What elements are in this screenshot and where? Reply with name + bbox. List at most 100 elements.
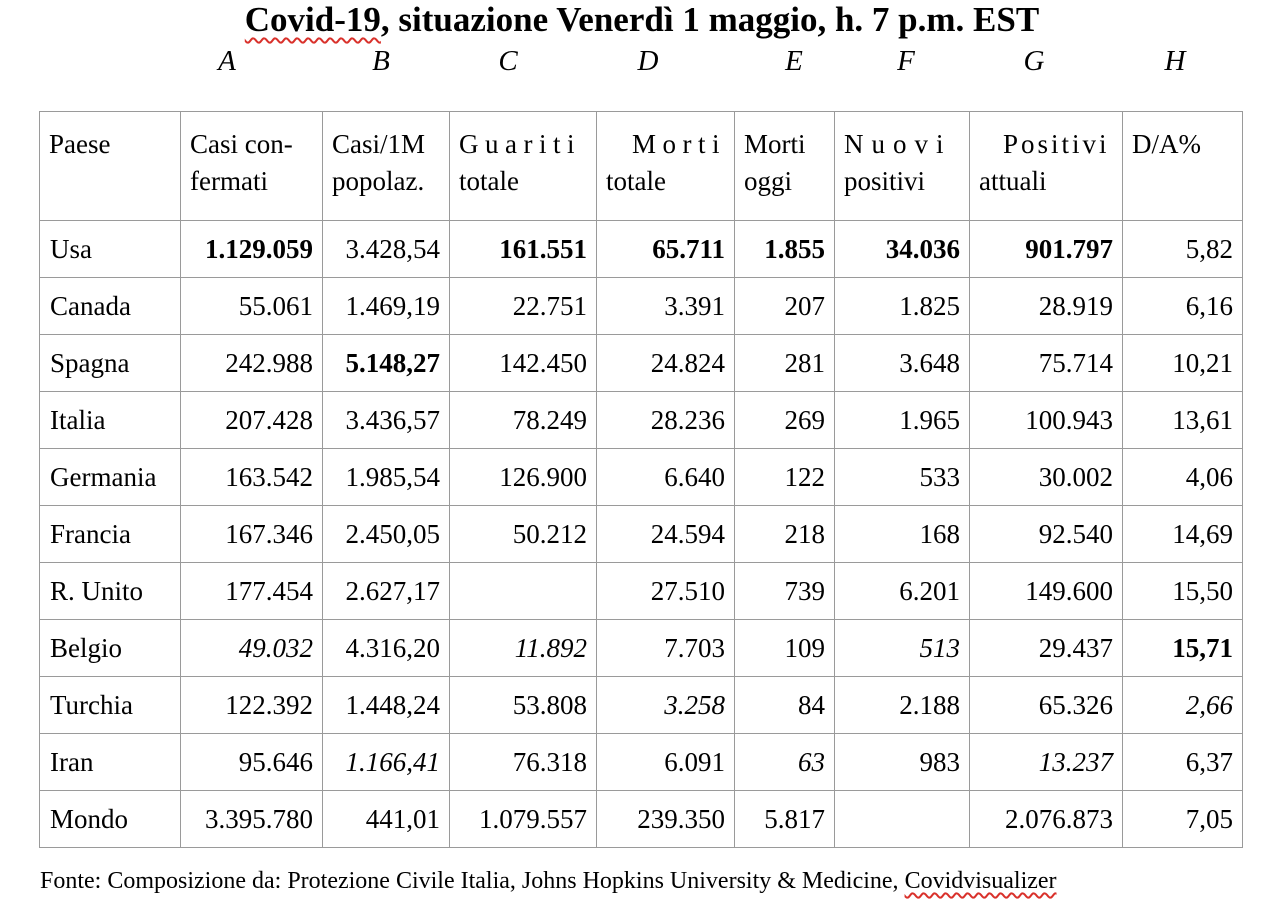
- guariti-cell: 161.551: [449, 220, 597, 278]
- casi1m-cell: 1.166,41: [322, 733, 450, 791]
- header-morti-oggi: Morti oggi: [734, 111, 835, 221]
- morti-oggi-cell: 739: [734, 562, 835, 620]
- morti-oggi-cell: 63: [734, 733, 835, 791]
- casi1m-cell: 2.627,17: [322, 562, 450, 620]
- guariti-cell: [449, 562, 597, 620]
- header-morti-totale: Morti totale: [596, 111, 735, 221]
- da-cell: 4,06: [1122, 448, 1243, 506]
- page-title: Covid-19, situazione Venerdì 1 maggio, h…: [0, 0, 1264, 40]
- column-letter-f: F: [897, 45, 915, 77]
- da-cell: 13,61: [1122, 391, 1243, 449]
- guariti-cell: 142.450: [449, 334, 597, 392]
- guariti-cell: 126.900: [449, 448, 597, 506]
- morti-cell: 7.703: [596, 619, 735, 677]
- nuovi-cell: 2.188: [834, 676, 970, 734]
- da-cell: 15,50: [1122, 562, 1243, 620]
- casi1m-cell: 2.450,05: [322, 505, 450, 563]
- header-text: popolaz.: [332, 166, 425, 196]
- table-row: Spagna 242.988 5.148,27 142.450 24.824 2…: [39, 334, 1243, 392]
- casi1m-cell: 4.316,20: [322, 619, 450, 677]
- column-letter-c: C: [498, 45, 518, 77]
- morti-cell: 24.594: [596, 505, 735, 563]
- guariti-cell: 11.892: [449, 619, 597, 677]
- casi1m-cell: 3.428,54: [322, 220, 450, 278]
- morti-oggi-cell: 281: [734, 334, 835, 392]
- morti-cell: 6.091: [596, 733, 735, 791]
- country-cell: Iran: [39, 733, 181, 791]
- table-row: Canada 55.061 1.469,19 22.751 3.391 207 …: [39, 277, 1243, 335]
- da-cell: 6,16: [1122, 277, 1243, 335]
- morti-oggi-cell: 207: [734, 277, 835, 335]
- morti-oggi-cell: 218: [734, 505, 835, 563]
- nuovi-cell: 1.825: [834, 277, 970, 335]
- table-row: Turchia 122.392 1.448,24 53.808 3.258 84…: [39, 676, 1243, 734]
- country-cell: Germania: [39, 448, 181, 506]
- casi-cell: 177.454: [180, 562, 323, 620]
- nuovi-cell: 3.648: [834, 334, 970, 392]
- title-misspelled-word: Covid-19: [244, 0, 381, 39]
- morti-cell: 28.236: [596, 391, 735, 449]
- column-letter-e: E: [785, 45, 803, 77]
- guariti-cell: 22.751: [449, 277, 597, 335]
- da-cell: 7,05: [1122, 790, 1243, 848]
- header-text: Morti: [744, 129, 806, 159]
- da-cell: 10,21: [1122, 334, 1243, 392]
- nuovi-cell: 513: [834, 619, 970, 677]
- table-row: Francia 167.346 2.450,05 50.212 24.594 2…: [39, 505, 1243, 563]
- positivi-cell: 29.437: [969, 619, 1123, 677]
- source-misspelled-word: Covidvisualizer: [904, 868, 1057, 894]
- header-nuovi-positivi: Nuovi positivi: [834, 111, 970, 221]
- country-cell: Canada: [39, 277, 181, 335]
- nuovi-cell: 168: [834, 505, 970, 563]
- nuovi-cell: 1.965: [834, 391, 970, 449]
- header-text: Nuovi: [844, 129, 952, 159]
- header-text: Guariti: [459, 129, 581, 159]
- casi-cell: 242.988: [180, 334, 323, 392]
- casi1m-cell: 1.469,19: [322, 277, 450, 335]
- casi-cell: 207.428: [180, 391, 323, 449]
- morti-cell: 65.711: [596, 220, 735, 278]
- country-cell: Turchia: [39, 676, 181, 734]
- guariti-cell: 76.318: [449, 733, 597, 791]
- covid-data-table: Paese Casi con-fermati Casi/1M popolaz. G…: [39, 111, 1243, 848]
- morti-oggi-cell: 1.855: [734, 220, 835, 278]
- da-cell: 15,71: [1122, 619, 1243, 677]
- table-row: Belgio 49.032 4.316,20 11.892 7.703 109 …: [39, 619, 1243, 677]
- positivi-cell: 149.600: [969, 562, 1123, 620]
- positivi-cell: 28.919: [969, 277, 1123, 335]
- morti-oggi-cell: 122: [734, 448, 835, 506]
- casi1m-cell: 441,01: [322, 790, 450, 848]
- morti-cell: 6.640: [596, 448, 735, 506]
- header-text: oggi: [744, 166, 793, 196]
- header-text: Positivi: [1003, 129, 1110, 159]
- nuovi-cell: 533: [834, 448, 970, 506]
- guariti-cell: 1.079.557: [449, 790, 597, 848]
- da-cell: 5,82: [1122, 220, 1243, 278]
- header-positivi-attuali: Positivi attuali: [969, 111, 1123, 221]
- casi-cell: 167.346: [180, 505, 323, 563]
- casi-cell: 163.542: [180, 448, 323, 506]
- nuovi-cell: 34.036: [834, 220, 970, 278]
- guariti-cell: 50.212: [449, 505, 597, 563]
- da-cell: 6,37: [1122, 733, 1243, 791]
- nuovi-cell: [834, 790, 970, 848]
- country-cell: Usa: [39, 220, 181, 278]
- positivi-cell: 901.797: [969, 220, 1123, 278]
- nuovi-cell: 983: [834, 733, 970, 791]
- header-guariti-totale: Guariti totale: [449, 111, 597, 221]
- table-row: Italia 207.428 3.436,57 78.249 28.236 26…: [39, 391, 1243, 449]
- header-text: Casi/1M: [332, 129, 426, 159]
- guariti-cell: 53.808: [449, 676, 597, 734]
- column-letter-g: G: [1023, 45, 1045, 77]
- header-text: Morti: [632, 129, 727, 159]
- header-paese: Paese: [39, 111, 181, 221]
- title-rest: , situazione Venerdì 1 maggio, h. 7 p.m.…: [380, 0, 1040, 39]
- guariti-cell: 78.249: [449, 391, 597, 449]
- header-text: totale: [606, 166, 666, 196]
- country-cell: R. Unito: [39, 562, 181, 620]
- casi1m-cell: 5.148,27: [322, 334, 450, 392]
- morti-oggi-cell: 5.817: [734, 790, 835, 848]
- column-letter-h: H: [1164, 45, 1186, 77]
- country-cell: Mondo: [39, 790, 181, 848]
- casi1m-cell: 1.448,24: [322, 676, 450, 734]
